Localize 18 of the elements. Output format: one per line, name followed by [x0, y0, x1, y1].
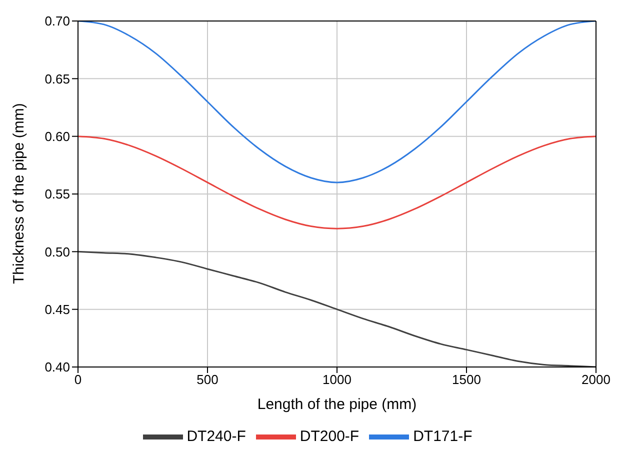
- y-tick-label: 0.40: [44, 360, 70, 375]
- y-tick-label: 0.65: [44, 71, 70, 86]
- legend-label: DT171-F: [413, 428, 472, 445]
- x-tick-label: 0: [74, 372, 82, 388]
- y-tick-label: 0.70: [44, 14, 70, 29]
- x-tick-label: 500: [196, 372, 218, 388]
- x-tick-label: 1500: [452, 372, 481, 388]
- y-axis-title: Thickness of the pipe (mm): [10, 103, 28, 284]
- legend-label: DT240-F: [186, 428, 246, 445]
- y-tick-label: 0.55: [44, 186, 70, 202]
- x-axis-title: Length of the pipe (mm): [257, 396, 417, 413]
- legend-label: DT200-F: [300, 428, 360, 445]
- line-series: [78, 136, 596, 230]
- x-tick-label: 2000: [582, 372, 610, 388]
- y-tick-label: 0.50: [44, 244, 70, 260]
- x-tick-label: 1000: [322, 372, 352, 388]
- y-tick-label: 0.45: [44, 302, 70, 317]
- y-tick-label: 0.60: [44, 128, 70, 144]
